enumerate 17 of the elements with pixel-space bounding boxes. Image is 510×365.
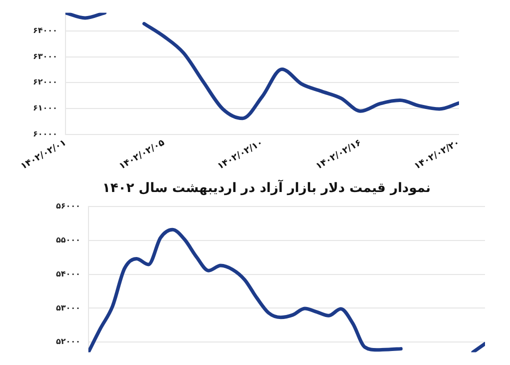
x-tick-label: ۱۴۰۲/۰۲/۲۰ xyxy=(412,138,462,172)
x-tick-label: ۱۴۰۲/۰۲/۱۶ xyxy=(314,138,364,172)
line-series xyxy=(88,228,403,352)
chart-title: نمودار قیمت دلار بازار آزاد در اردیبهشت سال ۱۴۰۲ xyxy=(102,179,431,196)
y-tick-label: ۵۳۰۰۰ xyxy=(56,303,80,312)
y-tick-label: ۵۵۰۰۰ xyxy=(56,236,80,245)
y-tick-label: ۵۲۰۰۰ xyxy=(56,337,80,346)
y-tick-label: ۶۴۰۰۰ xyxy=(32,26,58,35)
x-tick-label: ۱۴۰۲/۰۲/۰۱ xyxy=(19,138,68,172)
y-tick-label: ۶۳۰۰۰ xyxy=(32,52,58,61)
y-tick-label: ۶۱۰۰۰ xyxy=(32,104,58,113)
y-tick-label: ۵۶۰۰۰ xyxy=(56,202,80,211)
y-tick-label: ۶۲۰۰۰ xyxy=(32,78,58,87)
y-tick-label: ۶۰۰۰۰ xyxy=(32,129,58,138)
x-tick-label: ۱۴۰۲/۰۲/۰۵ xyxy=(118,138,167,172)
x-tick-label: ۱۴۰۲/۰۲/۱۰ xyxy=(216,138,265,172)
y-tick-label: ۵۴۰۰۰ xyxy=(56,269,80,278)
